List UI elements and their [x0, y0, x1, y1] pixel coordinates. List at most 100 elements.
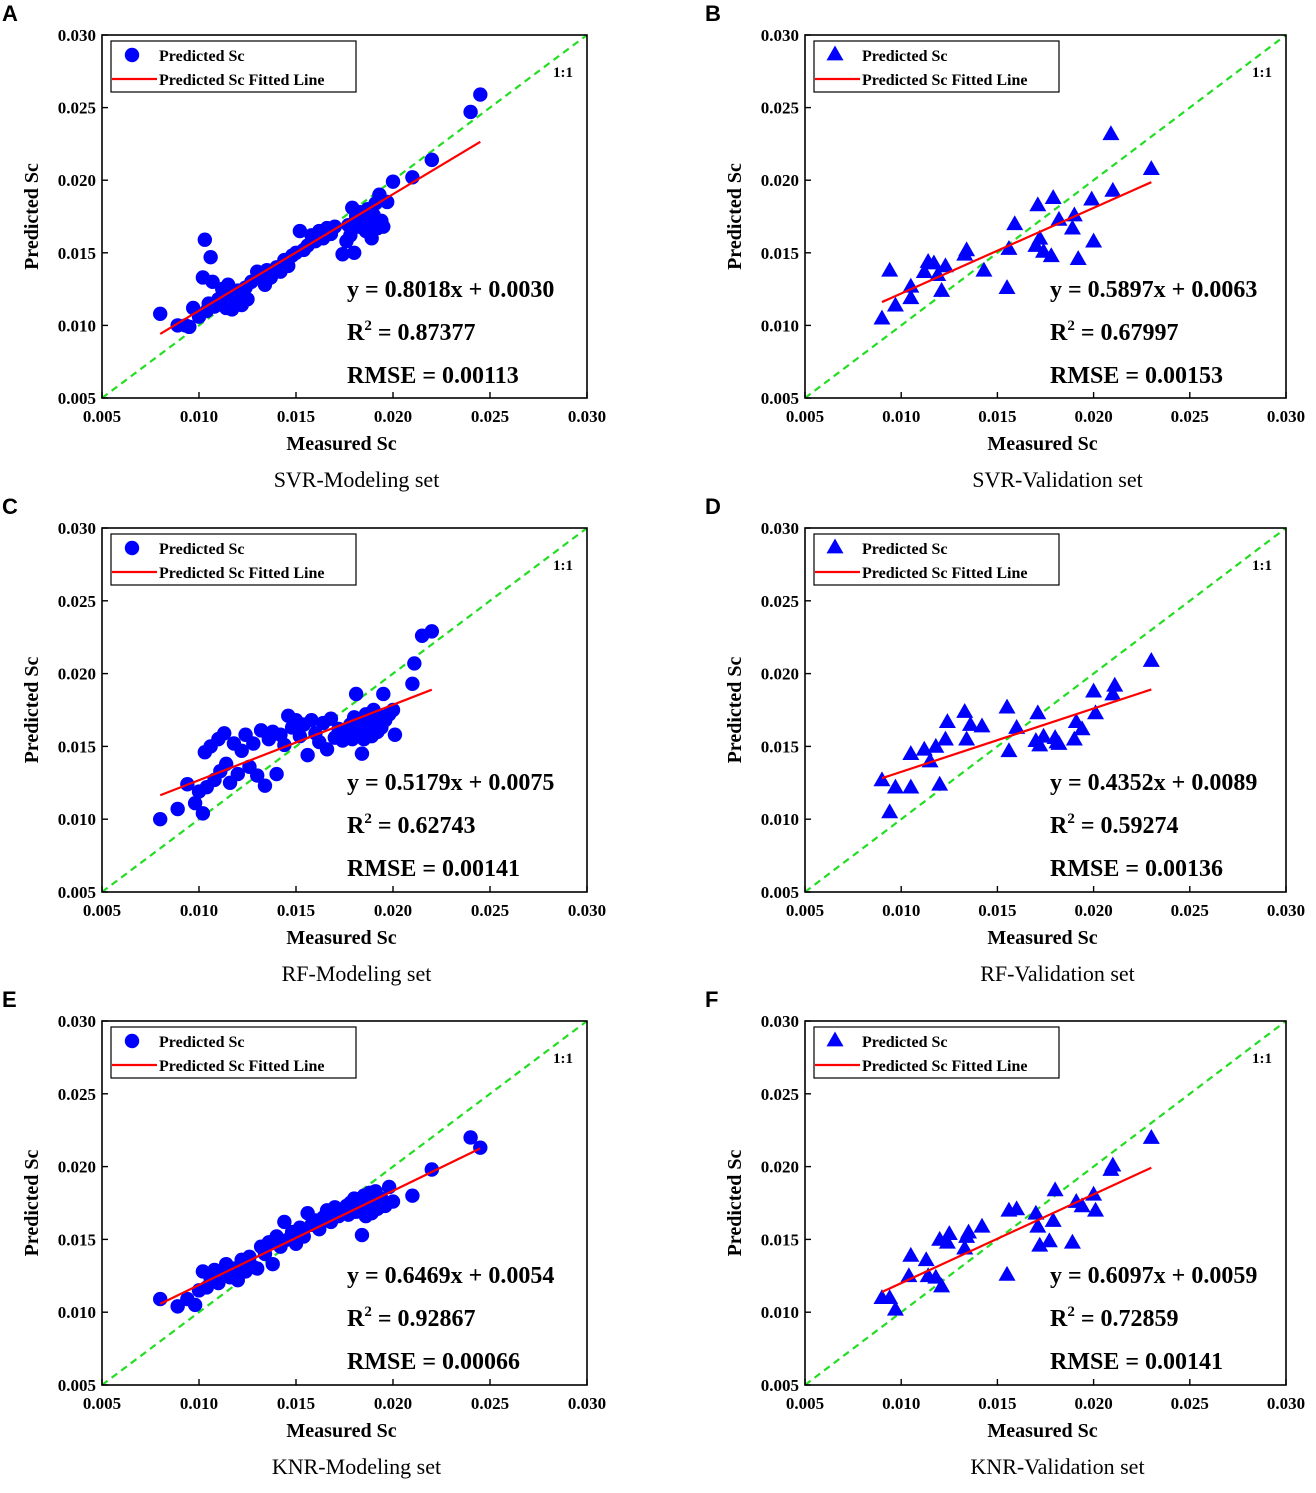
data-point	[250, 768, 265, 783]
y-tick-label: 0.015	[58, 737, 96, 756]
y-tick-label: 0.015	[58, 244, 96, 263]
r2-value: 0.62743	[398, 813, 476, 839]
fit-line	[881, 1166, 1152, 1293]
y-tick-label: 0.030	[761, 1012, 799, 1031]
panel-letter: F	[705, 987, 718, 1012]
data-point	[998, 279, 1016, 295]
data-point	[873, 309, 891, 325]
x-tick-label: 0.020	[374, 1394, 412, 1413]
data-point	[958, 241, 976, 257]
y-tick-label: 0.020	[58, 1158, 96, 1177]
data-point	[1031, 1236, 1049, 1252]
fit-line	[159, 688, 433, 797]
r2-label: R2 = 0.72859	[1050, 1304, 1179, 1332]
data-point	[973, 717, 991, 733]
data-point	[940, 1225, 958, 1240]
data-point	[1040, 1232, 1058, 1248]
panel-letter: C	[2, 494, 18, 519]
x-tick-label: 0.030	[1267, 407, 1305, 426]
data-point	[240, 292, 255, 307]
plot-frame	[804, 34, 1287, 399]
r2-value: 0.72859	[1101, 1306, 1179, 1332]
legend-box	[110, 533, 357, 586]
data-point	[936, 257, 954, 273]
y-tick-label: 0.015	[761, 737, 799, 756]
data-point	[998, 698, 1016, 714]
y-tick-label: 0.030	[58, 1012, 96, 1031]
data-point	[1000, 239, 1018, 255]
x-tick-label: 0.020	[374, 407, 412, 426]
y-tick-label: 0.025	[58, 592, 96, 611]
y-tick-label: 0.005	[761, 1376, 799, 1395]
data-point	[1029, 1217, 1047, 1233]
data-point	[182, 319, 197, 335]
fit-line	[159, 1147, 481, 1305]
x-tick-label: 0.005	[786, 407, 824, 426]
data-point	[1073, 1197, 1091, 1213]
legend-marker	[826, 538, 844, 554]
data-point	[217, 726, 232, 741]
plot-frame	[101, 527, 588, 893]
data-point	[881, 803, 899, 819]
y-axis-label: Predicted Sc	[724, 163, 746, 270]
panel-caption: SVR-Modeling set	[274, 467, 440, 492]
identity-label: 1:1	[1252, 1051, 1272, 1067]
data-point	[277, 1214, 292, 1230]
data-point	[376, 219, 391, 234]
panel-caption: KNR-Modeling set	[272, 1454, 441, 1479]
data-point	[960, 1223, 978, 1239]
data-point	[405, 676, 420, 691]
data-point	[1106, 676, 1124, 692]
legend-label-fit: Predicted Sc Fitted Line	[159, 72, 324, 89]
data-point	[933, 1277, 951, 1293]
data-point	[1042, 247, 1060, 263]
data-point	[1087, 704, 1105, 720]
x-tick-label: 0.025	[471, 1394, 509, 1413]
data-point	[250, 1261, 265, 1276]
rmse-label: RMSE = 0.00066	[347, 1349, 520, 1375]
panel-letter: D	[705, 494, 721, 519]
y-tick-label: 0.025	[58, 99, 96, 118]
r2-value: 0.59274	[1101, 813, 1179, 839]
data-point	[257, 778, 273, 793]
data-point	[956, 702, 974, 718]
data-point	[902, 778, 920, 794]
equation-label: y = 0.6469x + 0.0054	[347, 1263, 554, 1289]
panel-letter: B	[705, 1, 721, 26]
panel-caption: KNR-Validation set	[970, 1454, 1144, 1479]
panel-caption: SVR-Validation set	[972, 467, 1143, 492]
data-point	[938, 713, 956, 729]
identity-line	[102, 528, 587, 892]
data-point	[153, 306, 168, 321]
legend-box	[813, 40, 1060, 93]
data-point	[153, 812, 168, 827]
data-point	[424, 152, 439, 168]
equation-label: y = 0.5897x + 0.0063	[1050, 277, 1257, 303]
r2-label: R2 = 0.92867	[347, 1304, 476, 1332]
x-tick-label: 0.015	[978, 1394, 1016, 1413]
data-point	[917, 1251, 935, 1267]
rmse-value: 0.00153	[1145, 363, 1223, 389]
x-tick-label: 0.005	[786, 901, 824, 920]
x-tick-label: 0.020	[1074, 407, 1112, 426]
data-point	[938, 1233, 956, 1249]
data-point	[300, 747, 315, 763]
x-tick-label: 0.010	[180, 901, 218, 920]
rmse-label: RMSE = 0.00113	[347, 363, 519, 389]
rmse-value: 0.00141	[1145, 1349, 1223, 1375]
x-tick-label: 0.020	[1074, 1394, 1112, 1413]
plot-frame	[101, 1020, 588, 1386]
x-tick-label: 0.025	[471, 901, 509, 920]
x-tick-label: 0.010	[882, 901, 920, 920]
x-tick-label: 0.025	[471, 407, 509, 426]
x-axis-label: Measured Sc	[987, 1420, 1097, 1442]
data-point	[915, 263, 933, 279]
identity-label: 1:1	[553, 558, 573, 574]
panel-letter: E	[2, 987, 17, 1012]
data-point	[1087, 1201, 1105, 1217]
data-point	[473, 87, 488, 102]
data-point	[1029, 704, 1047, 720]
data-point	[187, 795, 203, 811]
